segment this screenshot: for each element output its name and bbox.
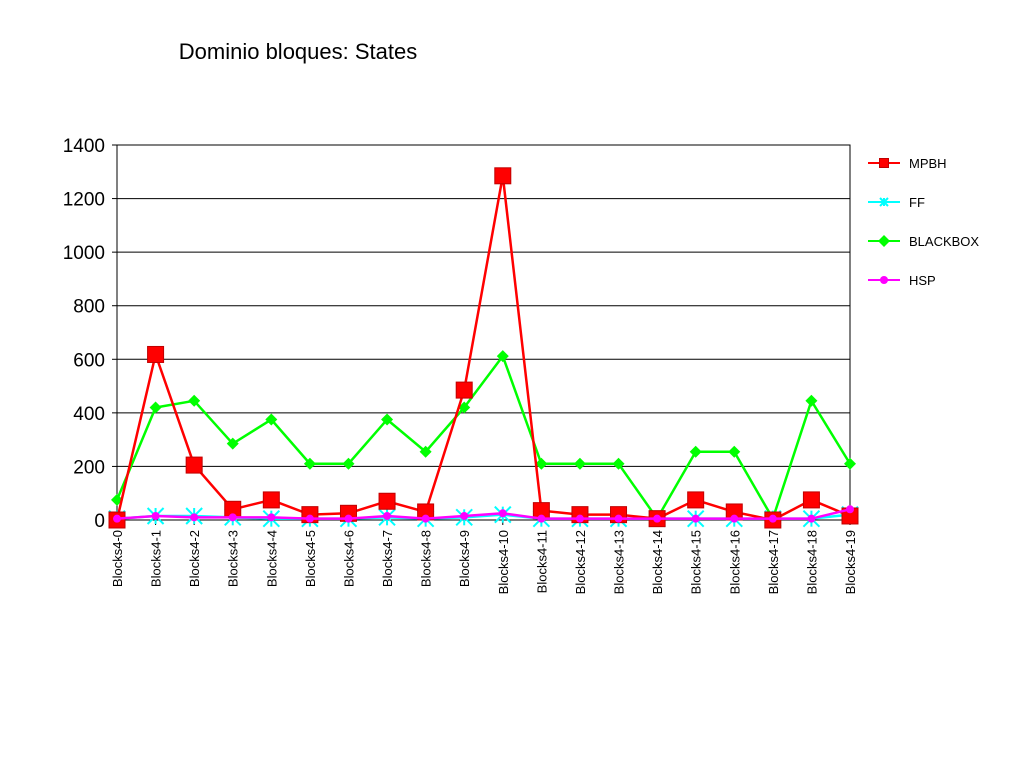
series-line-hsp [116, 508, 851, 520]
plot-area [116, 144, 851, 521]
data-point-hsp [498, 509, 507, 518]
x-tick-label: Blocks4-0 [110, 530, 125, 587]
x-tick-label: Blocks4-13 [612, 530, 627, 594]
chart-title: Dominio bloques: States [179, 39, 417, 64]
series-line-mpbh [115, 175, 851, 522]
data-point-blackbox [728, 445, 741, 458]
gridlines [117, 144, 850, 521]
y-tick-label: 0 [94, 511, 105, 532]
data-point-hsp [151, 511, 160, 520]
legend-label-ff: FF [909, 195, 925, 210]
x-tick-label: Blocks4-9 [457, 530, 472, 587]
data-point-blackbox [844, 457, 856, 470]
data-point-blackbox [303, 457, 316, 470]
data-point-blackbox [458, 401, 471, 414]
legend: MPBH FF BLACKBOX HSP [868, 156, 979, 288]
data-point-hsp [421, 514, 430, 523]
data-point-hsp [768, 514, 777, 523]
y-tick-label: 600 [73, 350, 105, 371]
data-point-hsp [653, 514, 662, 523]
series-hsp [113, 505, 854, 523]
data-point-mpbh [185, 456, 203, 474]
x-tick-label: Blocks4-12 [573, 530, 588, 594]
legend-label-blackbox: BLACKBOX [909, 234, 979, 249]
y-tick-label: 1000 [63, 243, 105, 264]
series-line-blackbox [115, 353, 852, 522]
y-tick-label: 400 [73, 404, 105, 425]
data-point-mpbh [494, 167, 512, 185]
data-point-blackbox [381, 413, 394, 426]
data-point-hsp [537, 514, 546, 523]
legend-marker-ff [879, 197, 889, 207]
legend-item-blackbox: BLACKBOX [868, 234, 979, 249]
data-point-blackbox [226, 437, 239, 450]
x-tick-label: Blocks4-17 [766, 530, 781, 594]
x-tick-label: Blocks4-5 [303, 530, 318, 587]
data-point-blackbox [188, 394, 201, 407]
legend-item-hsp: HSP [868, 273, 936, 288]
x-tick-label: Blocks4-15 [689, 530, 704, 594]
x-tick-label: Blocks4-4 [264, 530, 279, 587]
series-mpbh [108, 167, 859, 529]
x-tick-label: Blocks4-14 [650, 530, 665, 594]
data-point-mpbh [455, 381, 473, 399]
data-point-blackbox [496, 350, 509, 363]
legend-marker-hsp [880, 276, 888, 284]
x-tick-label: Blocks4-7 [380, 530, 395, 587]
y-tick-label: 1400 [63, 136, 105, 157]
legend-item-mpbh: MPBH [868, 156, 947, 171]
data-point-hsp [228, 513, 237, 522]
x-tick-label: Blocks4-8 [419, 530, 434, 587]
data-point-blackbox [573, 457, 586, 470]
data-point-mpbh [147, 345, 165, 363]
data-point-hsp [730, 514, 739, 523]
x-tick-label: Blocks4-1 [149, 530, 164, 587]
data-point-blackbox [689, 445, 702, 458]
data-point-hsp [267, 513, 276, 522]
legend-label-mpbh: MPBH [909, 156, 947, 171]
data-point-blackbox [149, 401, 162, 414]
data-point-hsp [691, 514, 700, 523]
legend-marker-blackbox [878, 235, 890, 247]
x-tick-label: Blocks4-3 [226, 530, 241, 587]
data-point-hsp [190, 513, 199, 522]
legend-item-ff: FF [868, 195, 925, 210]
data-point-blackbox [419, 445, 432, 458]
y-tick-label: 1200 [63, 190, 105, 211]
data-point-hsp [305, 514, 314, 523]
y-axis: 0 200 400 600 800 1000 1200 1400 [63, 136, 117, 532]
x-tick-label: Blocks4-6 [341, 530, 356, 587]
x-tick-label: Blocks4-19 [843, 530, 858, 594]
x-tick-label: Blocks4-16 [727, 530, 742, 594]
data-point-hsp [575, 514, 584, 523]
legend-marker-mpbh [879, 158, 889, 168]
data-point-blackbox [265, 413, 278, 426]
data-point-mpbh [687, 491, 705, 509]
y-tick-label: 800 [73, 297, 105, 318]
data-point-mpbh [802, 491, 820, 509]
data-point-blackbox [342, 457, 355, 470]
data-point-mpbh [262, 491, 280, 509]
data-point-hsp [460, 511, 469, 520]
data-point-mpbh [378, 492, 396, 510]
data-point-hsp [846, 505, 854, 514]
data-point-blackbox [805, 394, 818, 407]
data-point-hsp [113, 514, 121, 523]
series-layer [108, 167, 859, 529]
data-point-hsp [807, 514, 816, 523]
legend-label-hsp: HSP [909, 273, 936, 288]
data-point-hsp [383, 511, 392, 520]
x-tick-label: Blocks4-2 [187, 530, 202, 587]
y-tick-label: 200 [73, 457, 105, 478]
x-tick-label: Blocks4-11 [534, 530, 549, 593]
x-axis: Blocks4-0 Blocks4-1 Blocks4-2 Blocks4-3 Bloc… [110, 520, 858, 594]
data-point-blackbox [535, 457, 548, 470]
x-tick-label: Blocks4-18 [804, 530, 819, 594]
data-point-hsp [344, 514, 353, 523]
x-tick-label: Blocks4-10 [496, 530, 511, 594]
data-point-hsp [614, 514, 623, 523]
data-point-blackbox [612, 457, 625, 470]
